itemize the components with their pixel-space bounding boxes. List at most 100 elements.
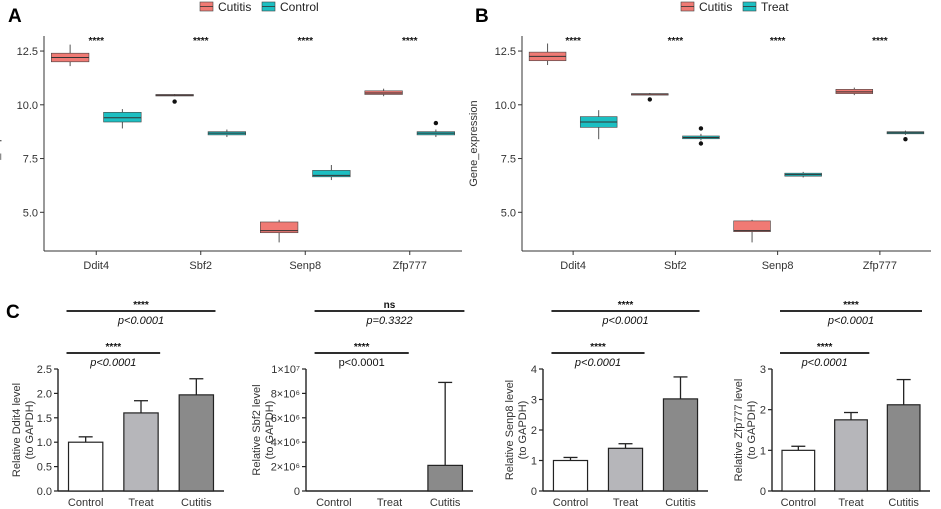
y-axis-subtitle: (to GAPDH) (517, 401, 529, 460)
comparison-pvalue: p=0.3322 (365, 315, 412, 327)
y-tick-label: 0 (760, 486, 766, 498)
y-tick-label: 4 (531, 364, 537, 376)
y-tick-label: 0.0 (37, 486, 52, 498)
x-tick-label: Cutitis (430, 497, 461, 509)
y-axis-title: Relative Ddit4 level (11, 383, 23, 477)
comparison-pvalue: p<0.0001 (601, 315, 648, 327)
comparison-stars: **** (354, 342, 370, 353)
comparison-pvalue: p<0.0001 (117, 315, 164, 327)
outlier-point (172, 99, 177, 104)
chart-c-senp8-bars: 0 1 2 3 4 Relative Senp8 level (to GAPDH) Contr… (504, 300, 708, 509)
y-tick-label: 1.0 (37, 437, 52, 449)
y-tick-label: 2.5 (37, 364, 52, 376)
significance-label: **** (668, 36, 684, 47)
y-tick-label: 12.5 (17, 46, 38, 58)
y-tick-label: 5.0 (23, 207, 38, 219)
comparison-stars: **** (843, 300, 859, 311)
significance-label: **** (297, 36, 313, 47)
chart-a-boxplot: 5.0 7.5 10.0 12.5 Gene_expression Ddit4 **** Sb… (0, 0, 462, 272)
legend-label: Cutitis (218, 0, 251, 14)
outlier-point (647, 97, 653, 102)
x-tick-label: Sbf2 (664, 260, 687, 272)
y-tick-label: 2×10⁶ (271, 462, 300, 474)
x-tick-label: Control (781, 497, 816, 509)
y-tick-label: 0 (294, 486, 300, 498)
y-tick-label: 0 (531, 486, 537, 498)
comparison-pvalue: p<0.0001 (827, 315, 874, 327)
y-tick-label: 1.5 (37, 413, 52, 425)
x-tick-label: Control (553, 497, 588, 509)
chart-c-ddit4-bars: 0.0 0.5 1.0 1.5 2.0 2.5 Relative Ddit4 level (t… (11, 300, 224, 509)
legend-label: Cutitis (699, 0, 732, 14)
y-axis-title: Relative Sbf2 level (251, 384, 263, 475)
comparison-stars: **** (106, 342, 122, 353)
bar-control (552, 459, 589, 492)
x-tick-label: Treat (838, 497, 863, 509)
comparison-stars: **** (590, 342, 606, 353)
bar-cutitis (662, 398, 699, 492)
comparison-pvalue: p<0.0001 (339, 357, 385, 369)
y-tick-label: 4×10⁶ (271, 437, 300, 449)
y-tick-label: 2 (760, 405, 766, 417)
y-tick-label: 7.5 (23, 154, 38, 166)
chart-c-zfp777-bars: 0 1 2 3 Relative Zfp777 level (to GAPDH) Contr… (733, 300, 930, 509)
comparison-stars: **** (133, 300, 149, 311)
x-tick-label: Ddit4 (560, 260, 586, 272)
y-tick-label: 7.5 (501, 154, 516, 166)
x-tick-label: Treat (613, 497, 638, 509)
x-tick-label: Cutitis (181, 497, 212, 509)
y-tick-label: 6×10⁶ (271, 413, 300, 425)
x-tick-label: Cutitis (888, 497, 919, 509)
y-axis-subtitle: (to GAPDH) (746, 401, 758, 460)
outlier-point (698, 126, 704, 131)
comparison-stars: ns (384, 300, 396, 311)
y-axis-title: Gene_expression (468, 100, 480, 186)
x-tick-label: Ddit4 (83, 260, 109, 272)
x-tick-label: Senp8 (762, 260, 794, 272)
x-tick-label: Zfp777 (863, 260, 897, 272)
comparison-pvalue: p<0.0001 (574, 357, 621, 369)
y-tick-label: 12.5 (495, 46, 516, 58)
bar-treat (834, 419, 868, 492)
y-tick-label: 3 (531, 395, 537, 407)
bar-cutitis (178, 394, 215, 492)
y-tick-label: 2.0 (37, 388, 52, 400)
y-axis-title: Gene_expression (0, 100, 2, 186)
comparison-pvalue: p<0.0001 (801, 357, 848, 369)
x-tick-label: Zfp777 (393, 260, 427, 272)
y-tick-label: 10.0 (495, 100, 516, 112)
y-axis-subtitle: (to GAPDH) (264, 401, 276, 460)
y-axis-title: Relative Senp8 level (504, 380, 516, 480)
outlier-point (433, 120, 439, 126)
legend-label: Control (280, 0, 319, 14)
bar-control (67, 441, 104, 492)
y-axis-title: Relative Zfp777 level (733, 379, 745, 482)
y-tick-label: 1 (531, 456, 537, 468)
y-tick-label: 1×10⁷ (271, 364, 300, 376)
y-tick-label: 1 (760, 445, 766, 457)
panel-label-c: C (6, 302, 20, 323)
outlier-point (903, 137, 908, 142)
box-cutitis (260, 221, 299, 234)
significance-label: **** (565, 36, 581, 47)
x-tick-label: Senp8 (289, 260, 321, 272)
y-axis-subtitle: (to GAPDH) (24, 401, 36, 460)
x-tick-label: Sbf2 (189, 260, 212, 272)
x-tick-label: Control (316, 497, 351, 509)
comparison-stars: **** (618, 300, 634, 311)
x-tick-label: Control (68, 497, 103, 509)
chart-c-sbf2-bars: 0 2×10⁶ 4×10⁶ 6×10⁶ 8×10⁶ 1×10⁷ Relative Sbf2 … (251, 300, 473, 509)
significance-label: **** (402, 36, 418, 47)
box-control (312, 170, 351, 178)
bar-cutitis (886, 404, 921, 492)
comparison-pvalue: p<0.0001 (89, 357, 136, 369)
y-tick-label: 2 (531, 425, 537, 437)
significance-label: **** (770, 36, 786, 47)
x-tick-label: Cutitis (665, 497, 696, 509)
significance-label: **** (88, 36, 104, 47)
legend-label: Treat (761, 0, 789, 14)
y-tick-label: 10.0 (17, 100, 38, 112)
outlier-point (698, 141, 704, 146)
significance-label: **** (193, 36, 209, 47)
bar-cutitis (427, 464, 464, 492)
